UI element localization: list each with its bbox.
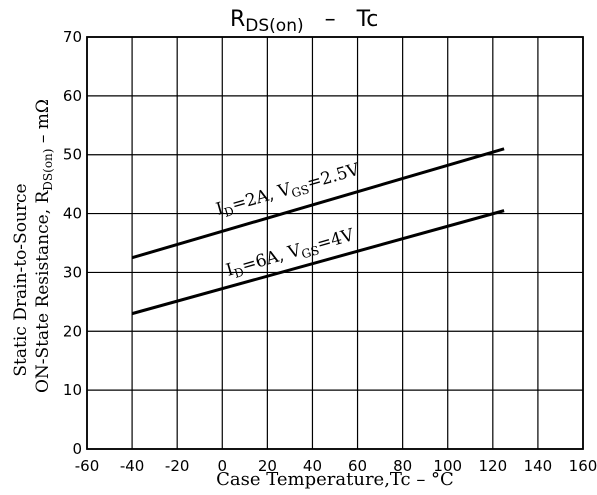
- series-line-0: [131, 147, 505, 260]
- y-tick-label: 20: [63, 322, 82, 340]
- y-tick-label: 0: [72, 440, 82, 458]
- y-tick-label: 60: [63, 87, 82, 105]
- x-tick-label: 20: [258, 457, 277, 475]
- x-axis-label: Case Temperature,Tc – °C: [216, 469, 454, 490]
- y-tick-label: 50: [63, 146, 82, 164]
- y-tick-labels: 0 10 20 30 40 50 60 70: [63, 28, 82, 458]
- y-tick-label: 70: [63, 28, 82, 46]
- series-line-1: [131, 209, 505, 316]
- plot-frame: [86, 36, 584, 450]
- x-tick-label: 160: [569, 457, 597, 475]
- x-tick-label: -60: [75, 457, 100, 475]
- x-tick-label: -40: [120, 457, 145, 475]
- y-axis-label-line1: Static Drain-to-Source: [11, 183, 31, 376]
- x-tick-label: 60: [348, 457, 367, 475]
- grid: [86, 36, 584, 450]
- series-label-id6a: ID=6A, VGS=4V: [224, 225, 358, 283]
- y-tick-label: 30: [63, 263, 82, 281]
- series-lines: [131, 147, 505, 316]
- x-tick-label: 0: [217, 457, 227, 475]
- chart-title-main: R: [230, 7, 245, 32]
- x-tick-label: 80: [393, 457, 412, 475]
- chart-title: RDS(on) – Tc: [230, 7, 378, 36]
- y-tick-label: 10: [63, 381, 82, 399]
- x-tick-labels: -60 -40 -20 0 20 40 60 80 100 120 140 160: [75, 457, 597, 475]
- x-tick-label: 140: [524, 457, 553, 475]
- x-tick-label: 40: [303, 457, 322, 475]
- y-axis-label-line2: ON-State Resistance, RDS(on) – mΩ: [33, 99, 55, 393]
- chart-title-rest: – Tc: [304, 7, 379, 32]
- x-tick-label: 100: [433, 457, 462, 475]
- y-tick-label: 40: [63, 205, 82, 223]
- x-tick-label: 120: [478, 457, 507, 475]
- x-tick-label: -20: [165, 457, 190, 475]
- chart-title-subscript: DS(on): [245, 16, 303, 36]
